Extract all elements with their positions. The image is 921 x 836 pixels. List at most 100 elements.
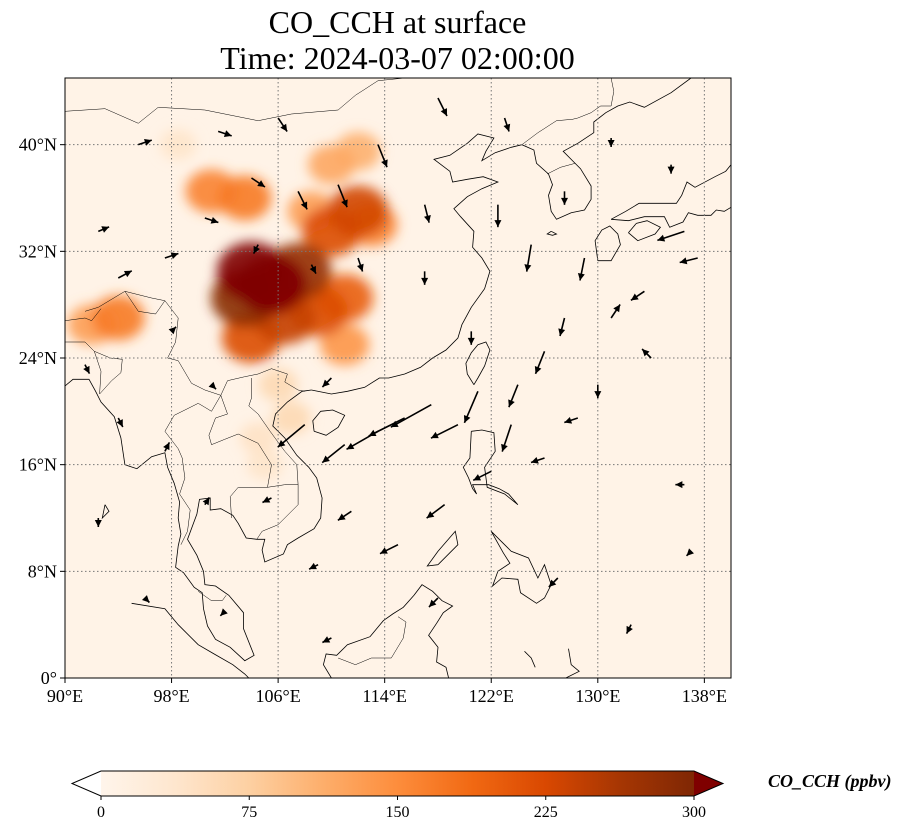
wind-arrow [524, 244, 532, 272]
coastline [546, 230, 558, 236]
plot-area [65, 78, 731, 678]
country-border [338, 616, 407, 665]
wind-arrow [141, 595, 150, 604]
wind-arrow [421, 271, 429, 285]
colorbar-tick-label: 300 [682, 804, 706, 821]
wind-arrow [322, 636, 332, 644]
x-tick-label: 114°E [362, 686, 407, 706]
wind-arrow [202, 497, 211, 506]
wind-arrow [377, 144, 388, 168]
coastline [565, 648, 580, 678]
wind-arrow [667, 164, 675, 174]
wind-arrow [379, 543, 399, 555]
country-borders [65, 78, 615, 665]
wind-arrow [321, 377, 332, 388]
colorbar-label: CO_CCH (ppbv) [768, 771, 892, 792]
x-tick-label: 98°E [153, 686, 189, 706]
wind-arrow [309, 264, 317, 275]
wind-arrow [262, 496, 272, 504]
chart-subtitle: Time: 2024-03-07 02:00:00 [220, 40, 575, 76]
graticule [65, 78, 731, 678]
wind-arrow [657, 230, 685, 242]
x-tick-label: 138°E [682, 686, 727, 706]
wind-arrow [641, 348, 652, 359]
country-border [65, 78, 405, 124]
colorbar: 0 75 150 225 300 CO_CCH (ppbv) [70, 770, 892, 821]
country-border [65, 308, 102, 322]
colorbar-tick-label: 0 [97, 804, 105, 821]
y-axis-ticks: 0° 8°N 16°N 24°N 32°N 40°N [19, 135, 65, 688]
coastline [322, 584, 454, 678]
wind-arrow [321, 444, 346, 464]
concentration-hotspot [320, 323, 370, 366]
country-border [521, 78, 615, 145]
y-tick-label: 0° [41, 668, 57, 688]
coastline [65, 378, 323, 662]
concentration-hotspot [91, 295, 145, 341]
wind-arrow [117, 270, 133, 279]
x-tick-label: 122°E [469, 686, 514, 706]
colorbar-tick-label: 150 [386, 804, 410, 821]
wind-arrow [548, 577, 559, 588]
coastline [610, 164, 731, 220]
concentration-hotspot [236, 255, 307, 314]
coastline [490, 531, 552, 604]
wind-arrow [423, 204, 431, 223]
wind-arrow [561, 191, 568, 205]
wind-arrow [675, 481, 685, 489]
y-tick-label: 16°N [19, 455, 57, 475]
wind-arrow [467, 331, 475, 345]
country-border [94, 351, 123, 395]
colorbar-ticks: 0 75 150 225 300 [97, 796, 706, 821]
concentration-hotspot [239, 422, 277, 454]
wind-arrow [610, 304, 621, 319]
wind-arrow [163, 441, 171, 452]
wind-arrow [277, 424, 306, 448]
coastline [426, 530, 459, 567]
coastline [465, 341, 491, 385]
concentration-hotspot [307, 144, 355, 185]
colorbar-over-triangle [694, 771, 723, 796]
wind-arrow [83, 364, 91, 375]
wind-arrow [594, 384, 602, 399]
wind-arrow [472, 470, 492, 482]
concentration-hotspot [258, 368, 298, 402]
wind-arrow [534, 351, 546, 375]
wind-arrow [501, 424, 512, 452]
wind-arrow [426, 504, 446, 519]
chart-title-block: CO_CCH at surface Time: 2024-03-07 02:00… [0, 4, 795, 76]
coastline [524, 651, 536, 668]
wind-arrow [277, 117, 288, 132]
wind-arrow [337, 510, 352, 521]
wind-arrow [346, 430, 379, 451]
wind-arrow [138, 139, 153, 146]
country-border [164, 395, 222, 545]
wind-arrow [685, 548, 694, 557]
country-border [547, 163, 576, 175]
x-axis-ticks: 90°E 98°E 106°E 114°E 122°E 130°E 138°E [47, 678, 727, 706]
wind-arrow [251, 177, 266, 188]
wind-arrow [577, 257, 586, 281]
wind-arrow [252, 244, 260, 255]
concentration-hotspot [327, 185, 389, 237]
chart-title: CO_CCH at surface [268, 4, 527, 40]
wind-arrow [94, 518, 102, 527]
coastlines [65, 78, 731, 678]
wind-arrow [463, 391, 479, 424]
wind-arrow [625, 624, 633, 635]
wind-arrow [494, 204, 502, 228]
colorbar-under-triangle [72, 771, 101, 796]
wind-vectors [83, 97, 698, 644]
wind-arrow [430, 423, 459, 439]
country-border [124, 291, 166, 315]
wind-arrow [564, 416, 579, 424]
field-background [65, 78, 731, 678]
wind-arrow [164, 252, 179, 260]
colorbar-tick-label: 225 [534, 804, 558, 821]
wind-arrow [217, 130, 232, 137]
wind-arrow [337, 184, 348, 208]
wind-arrow [558, 317, 566, 337]
coastline [611, 206, 731, 228]
plot-frame [64, 77, 732, 679]
